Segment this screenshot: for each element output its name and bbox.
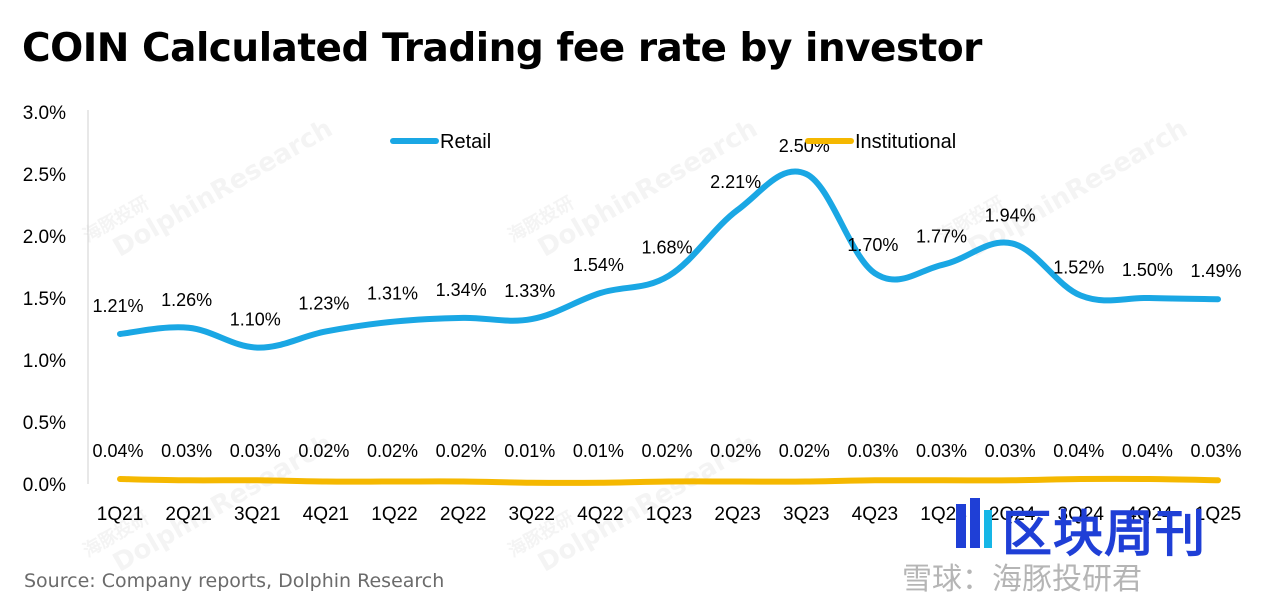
data-label-institutional: 0.02% [641, 441, 692, 461]
data-label-retail: 1.50% [1122, 260, 1173, 280]
data-label-retail: 1.21% [92, 296, 143, 316]
series-line-retail [117, 168, 1221, 351]
data-label-retail: 1.68% [641, 238, 692, 258]
x-tick-label: 1Q24 [920, 504, 967, 525]
x-axis: 1Q21 2Q21 3Q21 4Q21 1Q22 2Q22 3Q22 4Q22 1Q23 2Q23… [97, 504, 1241, 525]
y-tick-label: 2.0% [23, 227, 66, 248]
data-label-retail: 1.23% [298, 293, 349, 313]
legend-label-institutional: Institutional [855, 131, 956, 153]
y-axis: 0.0% 0.5% 1.0% 1.5% 2.0% 2.5% 3.0% [23, 103, 66, 496]
x-tick-label: 2Q23 [714, 504, 760, 525]
y-tick-label: 1.5% [23, 289, 66, 310]
data-label-institutional: 0.02% [779, 441, 830, 461]
y-tick-label: 2.5% [23, 165, 66, 186]
x-tick-label: 1Q23 [646, 504, 692, 525]
x-tick-label: 4Q24 [1126, 504, 1173, 525]
data-label-retail: 1.34% [436, 280, 487, 300]
chart-title: COIN Calculated Trading fee rate by inve… [22, 26, 982, 71]
data-label-retail: 1.26% [161, 290, 212, 310]
data-label-institutional: 0.03% [230, 441, 281, 461]
data-label-institutional: 0.03% [1190, 441, 1241, 461]
x-tick-label: 1Q21 [97, 504, 143, 525]
data-label-retail: 1.31% [367, 284, 418, 304]
legend[interactable]: Retail Institutional [390, 131, 956, 153]
data-label-retail: 1.77% [916, 227, 967, 247]
x-tick-label: 4Q21 [303, 504, 349, 525]
data-label-retail: 1.33% [504, 281, 555, 301]
snowball-handle: 雪球：海豚投研君 [902, 562, 1142, 597]
data-label-retail: 1.94% [985, 205, 1036, 225]
x-tick-label: 3Q24 [1058, 504, 1105, 525]
data-label-retail: 2.21% [710, 172, 761, 192]
series-line-institutional [117, 475, 1221, 486]
data-label-institutional: 0.03% [161, 441, 212, 461]
data-label-institutional: 0.02% [710, 441, 761, 461]
x-tick-label: 4Q22 [577, 504, 623, 525]
x-tick-label: 3Q21 [234, 504, 280, 525]
data-label-institutional: 0.03% [985, 441, 1036, 461]
x-tick-label: 3Q22 [509, 504, 555, 525]
data-label-institutional: 0.02% [298, 441, 349, 461]
y-tick-label: 0.0% [23, 475, 66, 496]
x-tick-label: 2Q22 [440, 504, 486, 525]
x-tick-label: 4Q23 [852, 504, 898, 525]
y-tick-label: 1.0% [23, 351, 66, 372]
corner-logo: 区块周刊 雪球：海豚投研君 [902, 494, 1272, 597]
y-tick-label: 3.0% [23, 103, 66, 124]
data-label-institutional: 0.03% [847, 441, 898, 461]
series-layer [117, 168, 1221, 486]
brand-mark-icon [956, 498, 992, 548]
y-tick-label: 0.5% [23, 413, 66, 434]
data-label-institutional: 0.02% [436, 441, 487, 461]
data-label-retail: 1.49% [1190, 261, 1241, 281]
data-label-retail: 1.70% [847, 235, 898, 255]
data-label-retail: 1.52% [1053, 258, 1104, 278]
x-tick-label: 1Q22 [371, 504, 417, 525]
brand-name: 区块周刊 [1002, 505, 1206, 563]
data-label-institutional: 0.04% [1053, 441, 1104, 461]
data-label-institutional: 0.04% [1122, 441, 1173, 461]
x-tick-label: 2Q21 [165, 504, 211, 525]
x-tick-label: 3Q23 [783, 504, 829, 525]
data-label-retail: 1.10% [230, 310, 281, 330]
data-label-retail: 1.54% [573, 255, 624, 275]
x-tick-label: 1Q25 [1195, 504, 1241, 525]
data-label-institutional: 0.01% [504, 441, 555, 461]
source-note: Source: Company reports, Dolphin Researc… [24, 570, 445, 592]
data-labels: 1.21% 1.26% 1.10% 1.23% 1.31% 1.34% 1.33% 1.54%… [92, 136, 1241, 461]
x-tick-label: 2Q24 [989, 504, 1036, 525]
data-label-institutional: 0.01% [573, 441, 624, 461]
data-label-institutional: 0.02% [367, 441, 418, 461]
legend-label-retail: Retail [440, 131, 491, 153]
data-label-institutional: 0.03% [916, 441, 967, 461]
data-label-institutional: 0.04% [92, 441, 143, 461]
